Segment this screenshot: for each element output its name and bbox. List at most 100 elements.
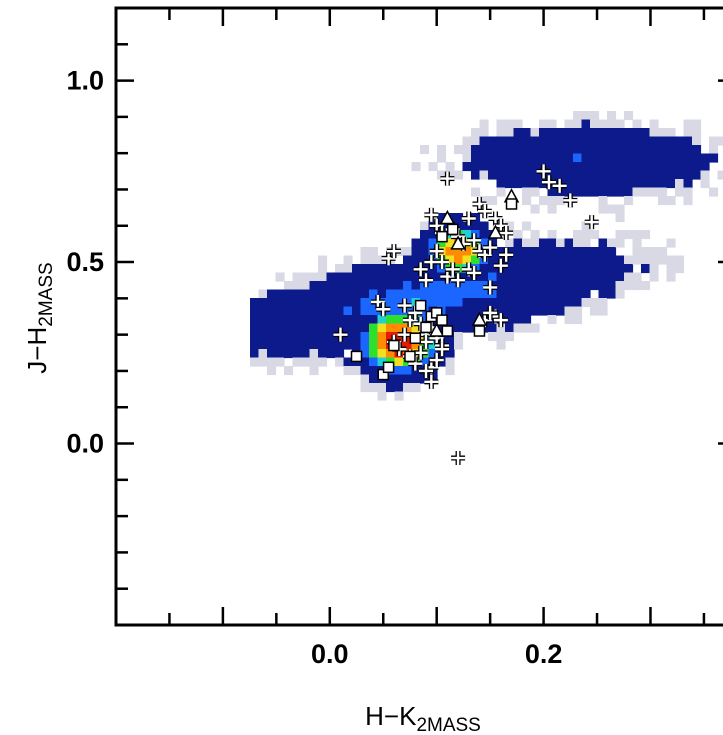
density-cell <box>318 255 328 265</box>
density-cell <box>445 340 455 350</box>
density-cell <box>343 272 353 282</box>
density-cell <box>624 255 634 265</box>
density-cell <box>564 128 574 138</box>
density-cell <box>607 153 617 163</box>
density-cell <box>666 255 676 265</box>
density-cell <box>598 306 608 316</box>
density-cell <box>479 289 489 299</box>
density-cell <box>513 306 523 316</box>
density-cell <box>590 119 600 129</box>
square-marker <box>420 321 432 334</box>
density-cell <box>377 315 387 325</box>
density-cell <box>301 332 311 342</box>
density-cell <box>573 272 583 282</box>
density-cell <box>496 272 506 282</box>
density-cell <box>250 315 260 325</box>
density-cell <box>658 128 668 138</box>
y-tick-label: 0.5 <box>66 247 104 277</box>
density-cell <box>309 272 319 282</box>
density-cell <box>258 298 268 308</box>
density-cell <box>471 128 481 138</box>
density-cell <box>590 170 600 180</box>
density-cell <box>496 298 506 308</box>
density-cell <box>513 230 523 240</box>
density-cell <box>530 128 540 138</box>
density-cell <box>530 323 540 333</box>
density-cell <box>352 264 362 274</box>
density-cell <box>692 145 702 155</box>
density-cell <box>547 119 557 129</box>
density-cell <box>624 136 634 146</box>
density-cell <box>641 247 651 257</box>
density-cell <box>479 162 489 172</box>
density-cell <box>547 264 557 274</box>
density-cell <box>454 213 464 223</box>
density-cell <box>556 145 566 155</box>
square-marker <box>436 230 448 243</box>
density-cell <box>598 170 608 180</box>
density-cell <box>539 247 549 257</box>
density-cell <box>666 272 676 282</box>
plus-marker <box>381 251 396 266</box>
density-cell <box>615 238 625 248</box>
square-marker <box>388 339 400 352</box>
density-cell <box>267 289 277 299</box>
triangle-marker <box>450 235 466 250</box>
density-cell <box>573 247 583 257</box>
data-points <box>333 164 599 466</box>
density-cell <box>386 349 396 359</box>
density-cell <box>581 187 591 197</box>
density-cell <box>488 136 498 146</box>
density-cell <box>352 332 362 342</box>
plus-marker <box>376 302 391 317</box>
density-cell <box>513 119 523 129</box>
density-cell <box>471 281 481 291</box>
density-cell <box>369 374 379 384</box>
density-cell <box>505 170 515 180</box>
density-cell <box>462 221 472 231</box>
density-cell <box>573 264 583 274</box>
density-cell <box>683 196 693 206</box>
density-cell <box>411 255 421 265</box>
density-cell <box>607 162 617 172</box>
density-cell <box>326 323 336 333</box>
density-cell <box>275 315 285 325</box>
density-cell <box>488 272 498 282</box>
density-cell <box>615 289 625 299</box>
density-cell <box>488 255 498 265</box>
density-cell <box>522 153 532 163</box>
density-cell <box>488 145 498 155</box>
density-cell <box>573 128 583 138</box>
density-cell <box>522 187 532 197</box>
plus-marker <box>397 298 412 313</box>
density-cell <box>454 298 464 308</box>
density-cell <box>411 383 421 393</box>
density-cell <box>700 162 710 172</box>
density-cell <box>275 340 285 350</box>
density-cell <box>428 298 438 308</box>
density-cell <box>292 315 302 325</box>
density-cell <box>556 247 566 257</box>
density-cell <box>394 374 404 384</box>
density-cell <box>505 136 515 146</box>
plus-marker <box>563 193 578 208</box>
density-cell <box>386 272 396 282</box>
density-cell <box>420 357 430 367</box>
density-cell <box>411 281 421 291</box>
density-cell <box>309 323 319 333</box>
density-cell <box>581 179 591 189</box>
density-cell <box>335 315 345 325</box>
density-cell <box>564 119 574 129</box>
density-cell <box>581 128 591 138</box>
density-cell <box>649 153 659 163</box>
square-marker <box>505 198 518 210</box>
density-cell <box>360 255 370 265</box>
density-cell <box>590 281 600 291</box>
density-cell <box>666 179 676 189</box>
density-cell <box>505 119 515 129</box>
density-cell <box>437 153 447 163</box>
plus-marker <box>483 280 498 295</box>
density-cell <box>581 170 591 180</box>
density-cell <box>284 281 294 291</box>
density-cell <box>590 179 600 189</box>
